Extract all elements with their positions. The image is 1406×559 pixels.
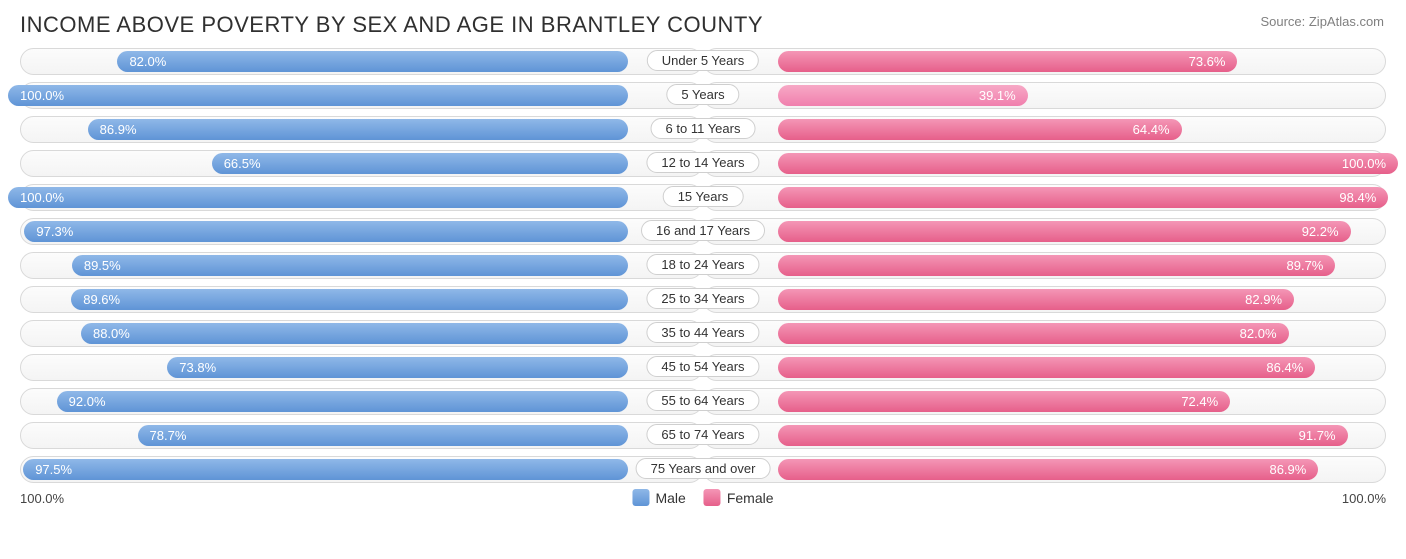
category-label: 18 to 24 Years	[646, 254, 759, 275]
male-bar: 100.0%	[8, 85, 628, 106]
legend-male: Male	[632, 489, 685, 506]
male-bar: 86.9%	[88, 119, 628, 140]
male-bar: 73.8%	[167, 357, 628, 378]
female-bar: 100.0%	[778, 153, 1398, 174]
row-16-and-17-years: 97.3% 92.2% 16 and 17 Years	[20, 218, 1386, 245]
male-bar: 89.5%	[72, 255, 628, 276]
male-bar: 78.7%	[138, 425, 628, 446]
chart-rows: 82.0%73.6%Under 5 Years100.0%39.1%5 Year…	[20, 48, 1386, 483]
female-bar: 91.7%	[778, 425, 1348, 446]
legend-male-label: Male	[655, 490, 685, 506]
male-bar: 89.6%	[71, 289, 628, 310]
row-65-to-74-years: 78.7% 91.7% 65 to 74 Years	[20, 422, 1386, 449]
row-45-to-54-years: 73.8% 86.4% 45 to 54 Years	[20, 354, 1386, 381]
male-bar: 100.0%	[8, 187, 628, 208]
female-bar: 82.9%	[778, 289, 1294, 310]
category-label: 15 Years	[663, 186, 744, 207]
male-bar: 66.5%	[212, 153, 628, 174]
category-label: 12 to 14 Years	[646, 152, 759, 173]
female-bar: 82.0%	[778, 323, 1289, 344]
category-label: 45 to 54 Years	[646, 356, 759, 377]
row-15-years: 100.0%98.4%15 Years	[20, 184, 1386, 211]
row-18-to-24-years: 89.5% 89.7% 18 to 24 Years	[20, 252, 1386, 279]
legend-female-label: Female	[727, 490, 774, 506]
row-25-to-34-years: 89.6% 82.9% 25 to 34 Years	[20, 286, 1386, 313]
female-bar: 86.4%	[778, 357, 1315, 378]
female-bar: 73.6%	[778, 51, 1237, 72]
row-12-to-14-years: 66.5%100.0%12 to 14 Years	[20, 150, 1386, 177]
male-bar: 97.3%	[24, 221, 628, 242]
row-5-years: 100.0%39.1%5 Years	[20, 82, 1386, 109]
female-bar: 92.2%	[778, 221, 1351, 242]
row-75-years-and-over: 97.5% 86.9% 75 Years and over	[20, 456, 1386, 483]
category-label: 75 Years and over	[636, 458, 771, 479]
axis-right-label: 100.0%	[1342, 491, 1386, 506]
male-swatch	[632, 489, 649, 506]
category-label: 25 to 34 Years	[646, 288, 759, 309]
female-bar: 72.4%	[778, 391, 1230, 412]
male-bar: 82.0%	[117, 51, 628, 72]
male-bar: 88.0%	[81, 323, 628, 344]
source-label: Source: ZipAtlas.com	[1260, 14, 1384, 29]
female-swatch	[704, 489, 721, 506]
category-label: 55 to 64 Years	[646, 390, 759, 411]
category-label: 16 and 17 Years	[641, 220, 765, 241]
row-35-to-44-years: 88.0% 82.0% 35 to 44 Years	[20, 320, 1386, 347]
axis-left-label: 100.0%	[20, 491, 64, 506]
row-under-5-years: 82.0% 73.6% Under 5 Years	[20, 48, 1386, 75]
row-55-to-64-years: 92.0% 72.4% 55 to 64 Years	[20, 388, 1386, 415]
male-bar: 92.0%	[57, 391, 628, 412]
male-bar: 97.5%	[23, 459, 628, 480]
category-label: 65 to 74 Years	[646, 424, 759, 445]
category-label: Under 5 Years	[647, 50, 759, 71]
row-6-to-11-years: 86.9% 64.4% 6 to 11 Years	[20, 116, 1386, 143]
category-label: 5 Years	[666, 84, 739, 105]
female-bar: 86.9%	[778, 459, 1318, 480]
female-bar: 89.7%	[778, 255, 1335, 276]
legend-female: Female	[704, 489, 774, 506]
female-bar: 98.4%	[778, 187, 1388, 208]
female-bar: 39.1%	[778, 85, 1028, 106]
category-label: 35 to 44 Years	[646, 322, 759, 343]
category-label: 6 to 11 Years	[651, 118, 756, 139]
axis: 100.0% Male Female 100.0%	[20, 487, 1386, 511]
chart-title: INCOME ABOVE POVERTY BY SEX AND AGE IN B…	[20, 12, 1386, 38]
legend: Male Female	[632, 489, 773, 506]
female-bar: 64.4%	[778, 119, 1182, 140]
